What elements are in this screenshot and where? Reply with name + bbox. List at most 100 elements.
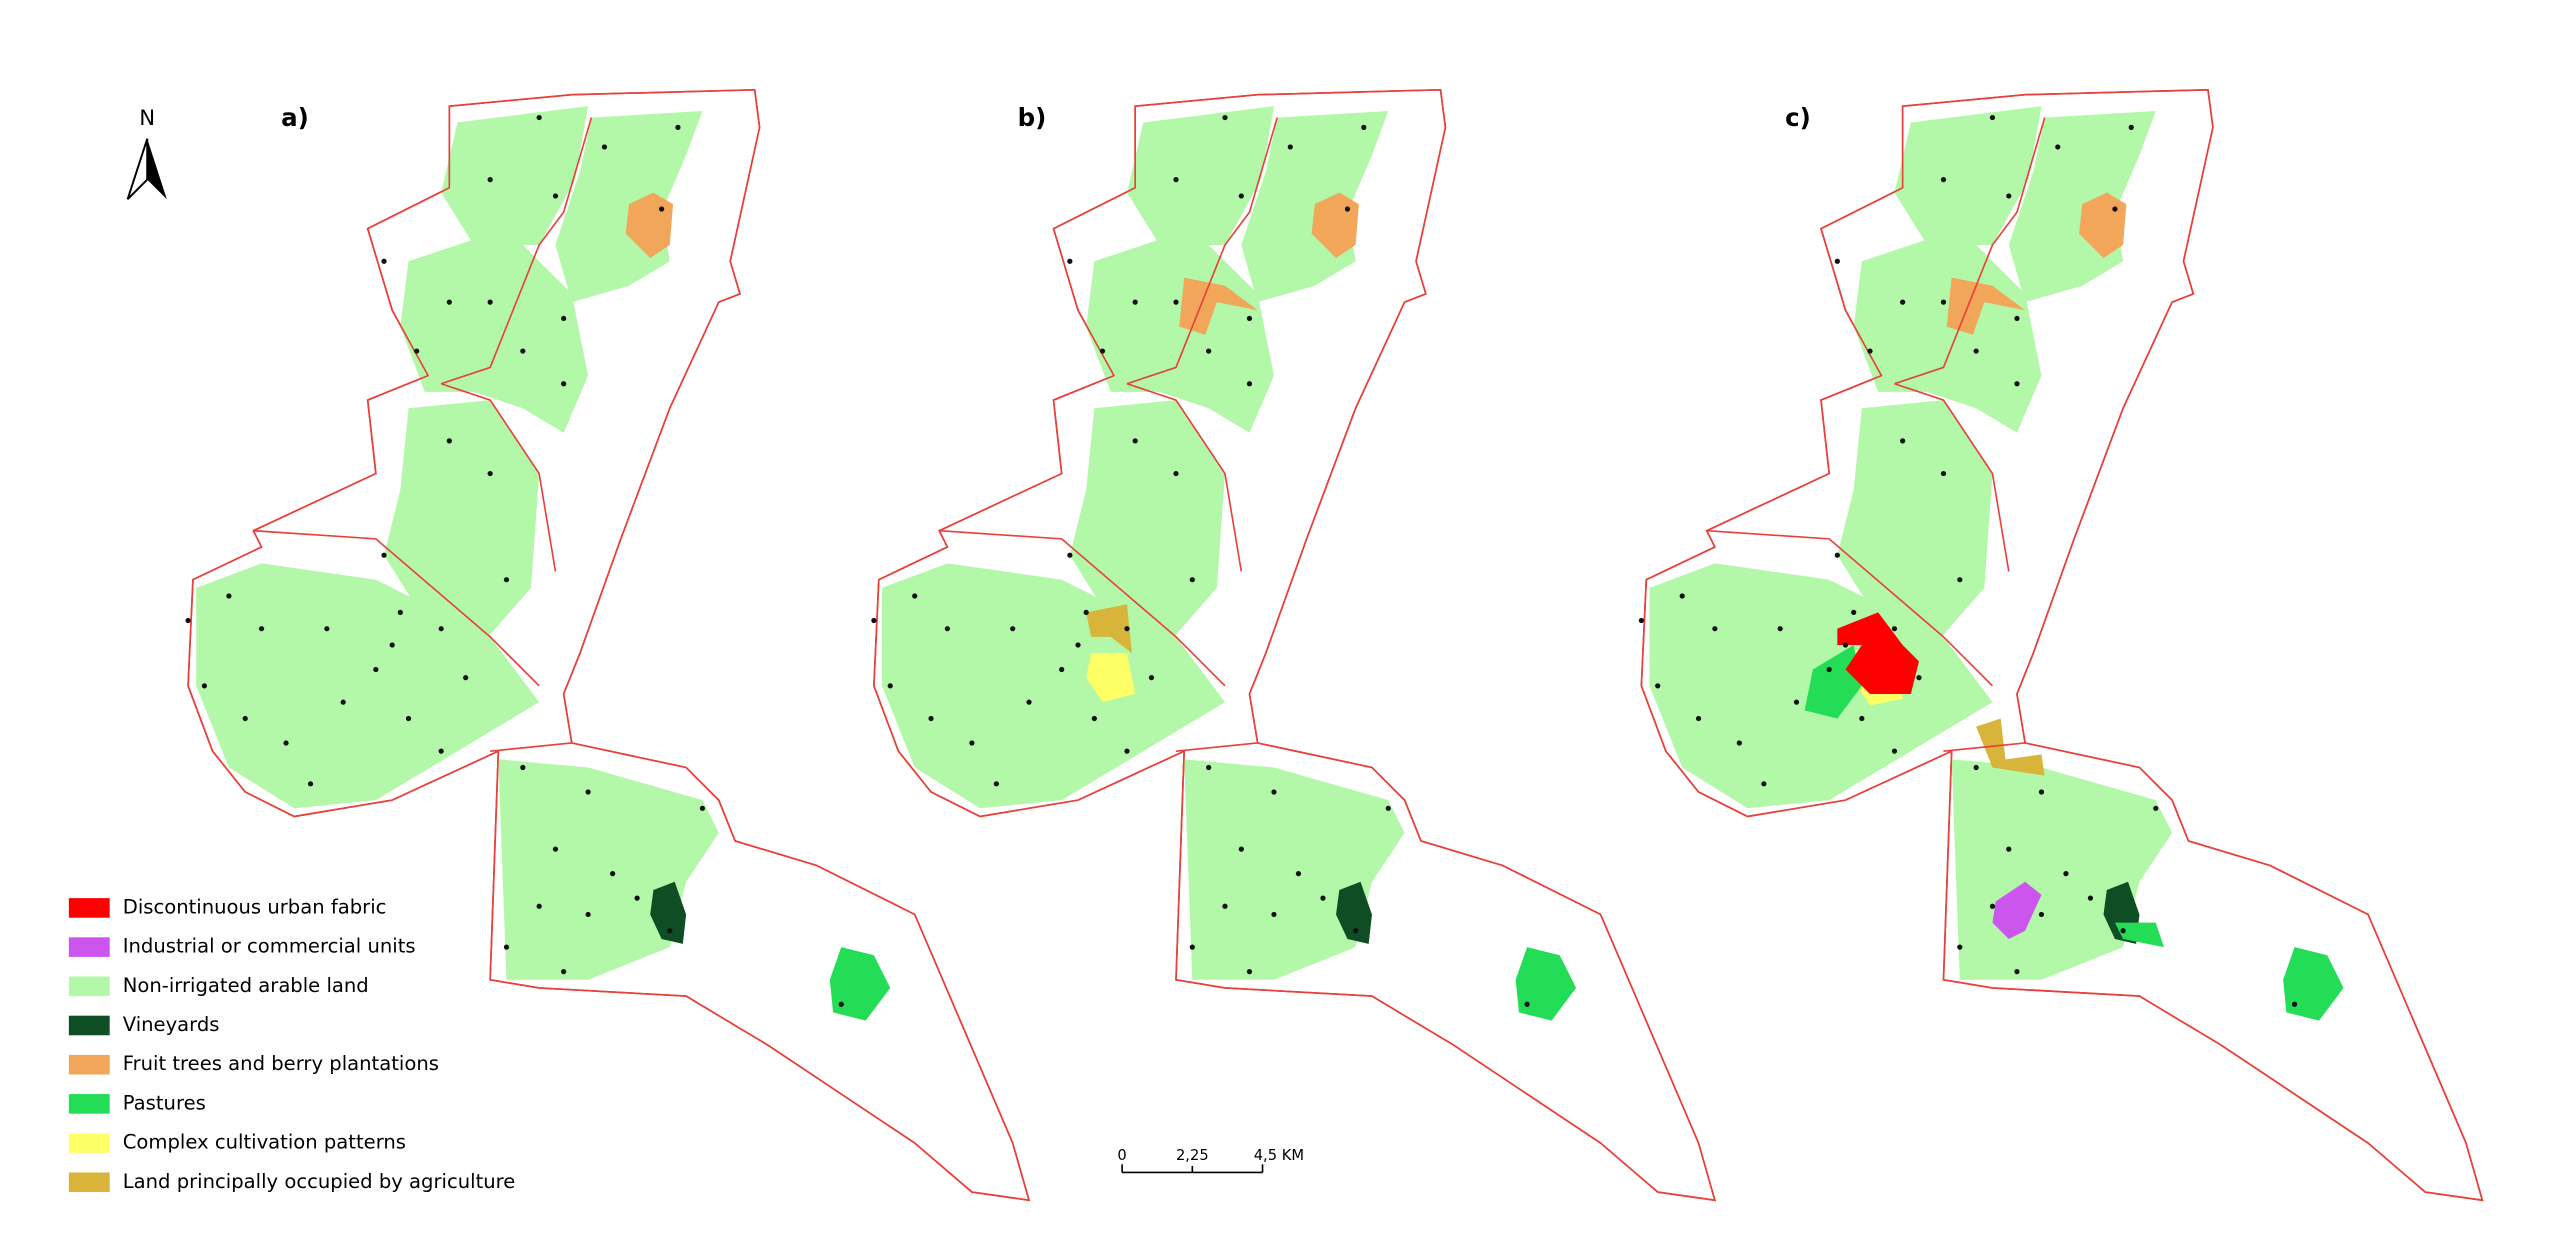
sample-point xyxy=(1973,348,1979,354)
sample-point xyxy=(561,968,567,975)
sample-point xyxy=(340,699,346,705)
sample-point xyxy=(381,258,387,264)
sample-point xyxy=(1067,258,1073,264)
arable-land xyxy=(384,400,540,654)
sample-point xyxy=(503,944,510,950)
sample-point xyxy=(1238,846,1244,852)
sample-point xyxy=(520,764,526,771)
sample-point xyxy=(552,193,559,199)
sample-point xyxy=(1173,177,1179,183)
sample-point xyxy=(1638,617,1644,624)
sample-point xyxy=(1834,258,1840,264)
sample-point xyxy=(1361,124,1367,130)
sample-point xyxy=(2038,789,2045,795)
municipality-outline xyxy=(1640,88,2484,1202)
sample-point xyxy=(601,144,608,150)
sample-point xyxy=(2128,124,2134,130)
sample-point xyxy=(1695,715,1702,722)
sample-point xyxy=(1010,626,1016,632)
sample-point xyxy=(1940,470,1947,477)
sample-point xyxy=(1287,144,1293,150)
sample-point xyxy=(699,805,706,811)
pastures xyxy=(829,947,891,1021)
sample-point xyxy=(1344,206,1351,212)
sample-point xyxy=(1124,626,1130,632)
boundary-line xyxy=(1943,742,2026,752)
sample-point xyxy=(1189,577,1195,583)
sample-point xyxy=(2087,895,2094,901)
pastures xyxy=(2283,947,2344,1021)
sample-point xyxy=(1075,642,1081,648)
sample-point xyxy=(438,748,444,754)
sample-point xyxy=(2153,805,2159,811)
map-panel xyxy=(871,88,1716,1202)
sample-point xyxy=(1320,895,1326,901)
sample-point xyxy=(2112,206,2118,212)
boundary-line xyxy=(440,382,557,572)
sample-point xyxy=(1957,944,1963,950)
sample-point xyxy=(675,124,681,130)
scale-label: 0 xyxy=(1117,1147,1126,1164)
sample-point xyxy=(1385,805,1391,811)
sample-point xyxy=(1891,748,1898,754)
boundary-line xyxy=(490,742,572,752)
boundary-line xyxy=(1894,382,2010,572)
sample-point xyxy=(1238,193,1244,199)
legend-label: Complex cultivation patterns xyxy=(123,1131,406,1154)
sample-point xyxy=(552,846,559,852)
legend-label: Fruit trees and berry plantations xyxy=(123,1052,439,1075)
scale-label: 2,25 xyxy=(1176,1147,1209,1164)
arable-land xyxy=(196,563,540,809)
legend-swatch xyxy=(68,1054,110,1075)
sample-point xyxy=(1900,299,1906,305)
scale-label: 4,5 KM xyxy=(1254,1147,1304,1164)
pastures xyxy=(1515,947,1577,1021)
land-cover-patch xyxy=(1976,718,2045,776)
municipality-outline xyxy=(873,88,1716,1202)
sample-point xyxy=(536,114,542,121)
legend-swatch xyxy=(68,1172,110,1193)
scale-bar: 0 2,25 4,5 KM xyxy=(1117,1147,1304,1174)
sample-point xyxy=(1973,764,1979,771)
panel-label: a) xyxy=(281,103,309,132)
north-label: N xyxy=(139,106,155,131)
sample-point xyxy=(446,438,452,444)
sample-point xyxy=(1989,114,1996,121)
land-cover-patch xyxy=(1992,881,2042,939)
sample-point xyxy=(659,206,665,212)
sample-point xyxy=(993,781,999,787)
land-cover-patch xyxy=(2114,922,2164,948)
arable-land xyxy=(1894,106,2042,245)
legend-label: Pastures xyxy=(123,1091,206,1114)
sample-point xyxy=(1851,609,1857,615)
sample-point xyxy=(1091,715,1097,722)
land-cover-patch xyxy=(1804,645,1862,719)
sample-point xyxy=(1173,470,1179,477)
sample-point xyxy=(487,470,493,477)
sample-point xyxy=(1793,699,1800,705)
arable-land xyxy=(441,106,589,245)
sample-point xyxy=(561,381,567,387)
sample-point xyxy=(969,740,975,746)
sample-point xyxy=(1761,781,1767,787)
sample-point xyxy=(1655,683,1661,689)
sample-point xyxy=(1246,381,1253,387)
sample-point xyxy=(2014,381,2020,387)
sample-point xyxy=(944,626,950,632)
legend-label: Non-irrigated arable land xyxy=(123,974,369,997)
land-cover-patch xyxy=(1837,612,1919,695)
boundary-line xyxy=(1126,117,1279,385)
sample-point xyxy=(283,740,289,746)
sample-point xyxy=(838,1001,844,1007)
sample-point xyxy=(887,683,893,689)
sample-point xyxy=(1132,299,1138,305)
sample-point xyxy=(307,781,314,787)
sample-point xyxy=(1246,315,1253,322)
sample-point xyxy=(610,871,616,877)
land-cover-patch xyxy=(1086,604,1132,654)
arable-land xyxy=(1069,400,1225,654)
boundary-line xyxy=(253,529,540,687)
map-panel xyxy=(185,88,1031,1202)
sample-point xyxy=(1353,928,1359,934)
